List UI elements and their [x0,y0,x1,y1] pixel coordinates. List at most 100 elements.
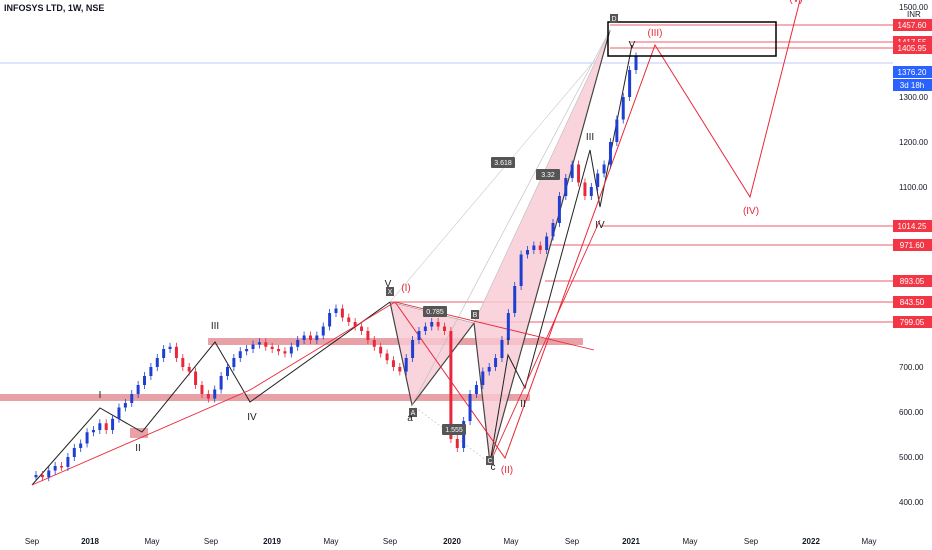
point-label-A: A [411,410,416,417]
x-tick-5: May [323,537,338,546]
x-tick-2: May [144,537,159,546]
current-price-text: 1376.20 [898,68,927,77]
level-tag-text-3: 1014.25 [898,222,927,231]
candle-body [225,367,229,376]
point-box-4 [610,14,618,23]
level-tag-text-7: 799.05 [900,318,925,327]
candle-body [430,322,434,327]
wave-label-black-11: c [491,462,496,473]
candle-body [474,385,478,394]
candle-body [506,313,510,340]
candle-body [494,358,498,367]
candle-body [583,182,587,196]
candle-body [264,342,268,347]
level-tag-4 [893,239,932,251]
support-zone-3 [130,428,148,438]
candle-body [149,367,153,376]
wave-label-black-0: I [99,390,102,401]
wave-black-2 [489,44,633,464]
candle-body [628,70,632,97]
candle-body [123,403,127,408]
candle-body [219,376,223,390]
candle-body [270,346,274,349]
harmonic-fill-1 [390,302,474,405]
point-box-3 [486,456,494,465]
candle-body [296,340,300,347]
x-tick-14: May [861,537,876,546]
candle-body [525,250,529,255]
point-label-C: C [487,458,492,465]
candle-body [308,335,312,340]
ratio-label-0: 3.618 [494,160,512,167]
level-tag-text-6: 843.50 [900,298,925,307]
candle-body [513,286,517,313]
point-box-0 [386,287,394,296]
candle-body [532,245,536,250]
candle-body [551,223,555,237]
candle-body [34,475,38,478]
candle-body [85,432,89,444]
candle-body [162,349,166,358]
candle-body [391,360,395,367]
x-tick-8: May [503,537,518,546]
level-tag-7 [893,316,932,328]
ratio-box-1 [536,169,560,180]
wave-label-black-7: III [586,132,594,143]
candle-body [289,346,293,354]
candle-body [200,385,204,394]
wave-label-red-2: (III) [648,28,663,39]
candle-body [443,326,447,331]
candle-body [47,470,51,478]
candle-body [245,349,249,352]
wave-label-black-9: V [629,40,636,51]
candle-body [545,236,549,250]
candle-body [168,346,172,349]
y-tick-7: 1500.00 [899,3,928,12]
candle-body [257,342,261,345]
x-tick-3: Sep [204,537,219,546]
ratio-label-3: 1.555 [445,427,463,434]
level-tag-text-5: 893.05 [900,277,925,286]
candle-body [340,308,344,318]
candle-body [315,335,319,340]
candle-body [500,340,504,358]
candle-body [423,326,427,331]
point-label-B: B [473,312,478,319]
candle-body [174,346,178,358]
candle-body [608,142,612,165]
candle-body [238,351,242,358]
level-tag-text-2: 1405.95 [898,44,927,53]
wave-red-projection [394,0,801,460]
candle-body [385,353,389,361]
candle-body [615,119,619,142]
ratio-box-2 [423,306,447,317]
ratio-box-0 [491,157,515,168]
ratio-label-1: 3.32 [541,172,555,179]
chart-header: INFOSYS LTD, 1W, NSE [4,3,105,13]
wave-label-black-8: IV [595,220,605,231]
level-tag-5 [893,275,932,287]
trend-red-1 [31,301,595,486]
candle-body [411,340,415,358]
candle-body [577,164,581,183]
support-zone-2 [208,338,583,345]
wave-label-black-6: II [520,399,526,410]
candle-body [468,394,472,421]
y-tick-0: 400.00 [899,498,924,507]
point-box-2 [471,310,479,319]
ratio-box-3 [442,424,466,435]
target-box [607,21,777,57]
x-tick-6: Sep [383,537,398,546]
candle-body [570,164,574,178]
candle-body [596,173,600,187]
candle-body [417,331,421,340]
candle-body [181,358,185,367]
level-tag-text-4: 971.60 [900,241,925,250]
candle-body [232,358,236,367]
candle-body [91,430,95,433]
point-label-D: D [611,16,616,23]
candle-body [117,407,121,419]
candle-body [328,313,332,327]
